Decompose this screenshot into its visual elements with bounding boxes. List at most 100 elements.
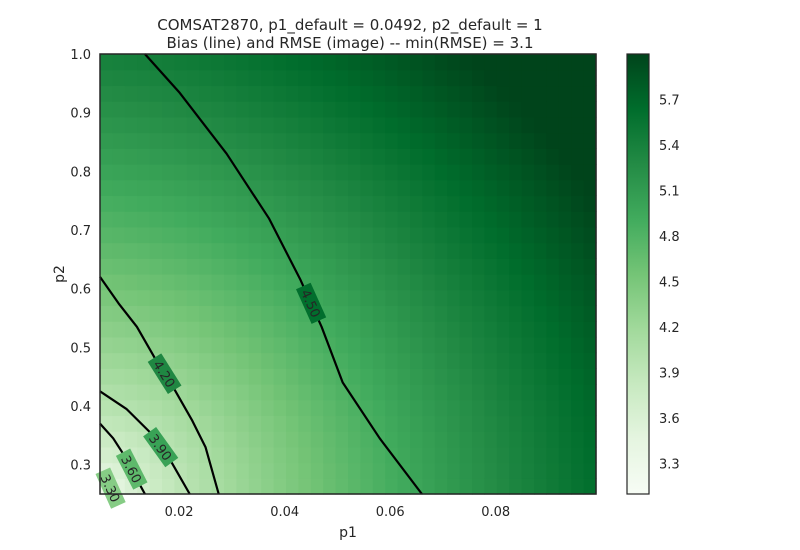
heatmap-cell bbox=[137, 132, 151, 149]
heatmap-cell bbox=[372, 85, 386, 102]
heatmap-cell bbox=[162, 274, 175, 291]
heatmap-cell bbox=[422, 148, 436, 165]
heatmap-cell bbox=[199, 399, 213, 417]
heatmap-cell bbox=[434, 478, 448, 495]
heatmap-cell bbox=[558, 258, 572, 275]
heatmap-cell bbox=[124, 368, 138, 385]
heatmap-cell bbox=[124, 101, 138, 118]
heatmap-cell bbox=[224, 258, 237, 275]
heatmap-cell bbox=[348, 101, 361, 118]
heatmap-cell bbox=[496, 478, 510, 495]
heatmap-cell bbox=[534, 415, 547, 432]
heatmap-cell bbox=[496, 321, 510, 338]
heatmap-cell bbox=[410, 352, 423, 369]
heatmap-cell bbox=[137, 148, 151, 165]
heatmap-cell bbox=[509, 384, 523, 401]
heatmap-cell bbox=[422, 336, 436, 354]
heatmap-cell bbox=[385, 289, 399, 307]
heatmap-cell bbox=[137, 69, 151, 87]
heatmap-cell bbox=[447, 399, 461, 417]
heatmap-cell bbox=[410, 258, 423, 275]
heatmap-cell bbox=[224, 274, 237, 291]
heatmap-cell bbox=[124, 431, 138, 448]
heatmap-cell bbox=[261, 274, 275, 291]
heatmap-cell bbox=[335, 415, 349, 432]
heatmap-cell bbox=[124, 305, 138, 322]
heatmap-cell bbox=[546, 415, 560, 432]
heatmap-cell bbox=[162, 85, 175, 102]
heatmap-cell bbox=[248, 164, 262, 181]
heatmap-cell bbox=[372, 179, 386, 197]
heatmap-cell bbox=[571, 368, 585, 385]
heatmap-cell bbox=[199, 415, 213, 432]
heatmap-cell bbox=[521, 164, 535, 181]
heatmap-cell bbox=[236, 164, 250, 181]
heatmap-cell bbox=[534, 446, 547, 464]
heatmap-cell bbox=[521, 289, 535, 307]
heatmap-cell bbox=[410, 415, 423, 432]
heatmap-cell bbox=[534, 101, 547, 118]
heatmap-cell bbox=[372, 132, 386, 149]
heatmap-cell bbox=[496, 415, 510, 432]
heatmap-cell bbox=[496, 54, 510, 71]
heatmap-cell bbox=[447, 462, 461, 479]
heatmap-cell bbox=[335, 54, 349, 71]
heatmap-cell bbox=[273, 85, 287, 102]
heatmap-cell bbox=[546, 242, 560, 259]
heatmap-cell bbox=[447, 305, 461, 322]
heatmap-cell bbox=[472, 258, 485, 275]
heatmap-cell bbox=[509, 336, 523, 354]
heatmap-cell bbox=[124, 415, 138, 432]
heatmap-cell bbox=[397, 321, 411, 338]
y-tick-label: 0.9 bbox=[70, 107, 91, 122]
heatmap-cell bbox=[149, 242, 163, 259]
heatmap-cell bbox=[534, 305, 547, 322]
heatmap-cell bbox=[335, 446, 349, 464]
heatmap-cell bbox=[310, 384, 324, 401]
heatmap-cell bbox=[558, 399, 572, 417]
heatmap-cell bbox=[509, 431, 523, 448]
heatmap-cell bbox=[571, 384, 585, 401]
heatmap-cell bbox=[558, 431, 572, 448]
heatmap-cell bbox=[348, 242, 361, 259]
colorbar-tick-label: 4.8 bbox=[659, 230, 680, 245]
heatmap-cell bbox=[484, 226, 498, 244]
heatmap-cell bbox=[174, 226, 188, 244]
heatmap-cell bbox=[100, 211, 113, 228]
heatmap-cell bbox=[286, 179, 299, 197]
heatmap-cell bbox=[224, 446, 237, 464]
heatmap-cell bbox=[434, 54, 448, 71]
heatmap-cell bbox=[248, 226, 262, 244]
heatmap-cell bbox=[310, 336, 324, 354]
heatmap-cell bbox=[496, 431, 510, 448]
heatmap-cell bbox=[248, 211, 262, 228]
heatmap-cell bbox=[248, 399, 262, 417]
heatmap-cell bbox=[310, 226, 324, 244]
heatmap-cell bbox=[298, 446, 312, 464]
heatmap-cell bbox=[496, 164, 510, 181]
heatmap-cell bbox=[583, 226, 597, 244]
heatmap-cell bbox=[310, 415, 324, 432]
heatmap-cell bbox=[298, 195, 312, 212]
heatmap-cell bbox=[385, 399, 399, 417]
heatmap-cell bbox=[521, 431, 535, 448]
heatmap-cell bbox=[174, 132, 188, 149]
heatmap-cell bbox=[112, 148, 126, 165]
heatmap-cell bbox=[509, 289, 523, 307]
heatmap-cell bbox=[509, 101, 523, 118]
heatmap-cell bbox=[248, 179, 262, 197]
heatmap-cell bbox=[112, 399, 126, 417]
heatmap-cell bbox=[348, 321, 361, 338]
heatmap-cell bbox=[100, 368, 113, 385]
heatmap-cell bbox=[273, 101, 287, 118]
heatmap-cell bbox=[124, 148, 138, 165]
heatmap-cell bbox=[236, 85, 250, 102]
heatmap-cell bbox=[496, 69, 510, 87]
heatmap-cell bbox=[248, 132, 262, 149]
heatmap-cell bbox=[286, 462, 299, 479]
heatmap-cell bbox=[434, 336, 448, 354]
heatmap-cell bbox=[323, 226, 337, 244]
colorbar-tick-label: 3.9 bbox=[659, 367, 680, 382]
x-tick-label: 0.06 bbox=[376, 505, 405, 520]
heatmap-cell bbox=[385, 478, 399, 495]
